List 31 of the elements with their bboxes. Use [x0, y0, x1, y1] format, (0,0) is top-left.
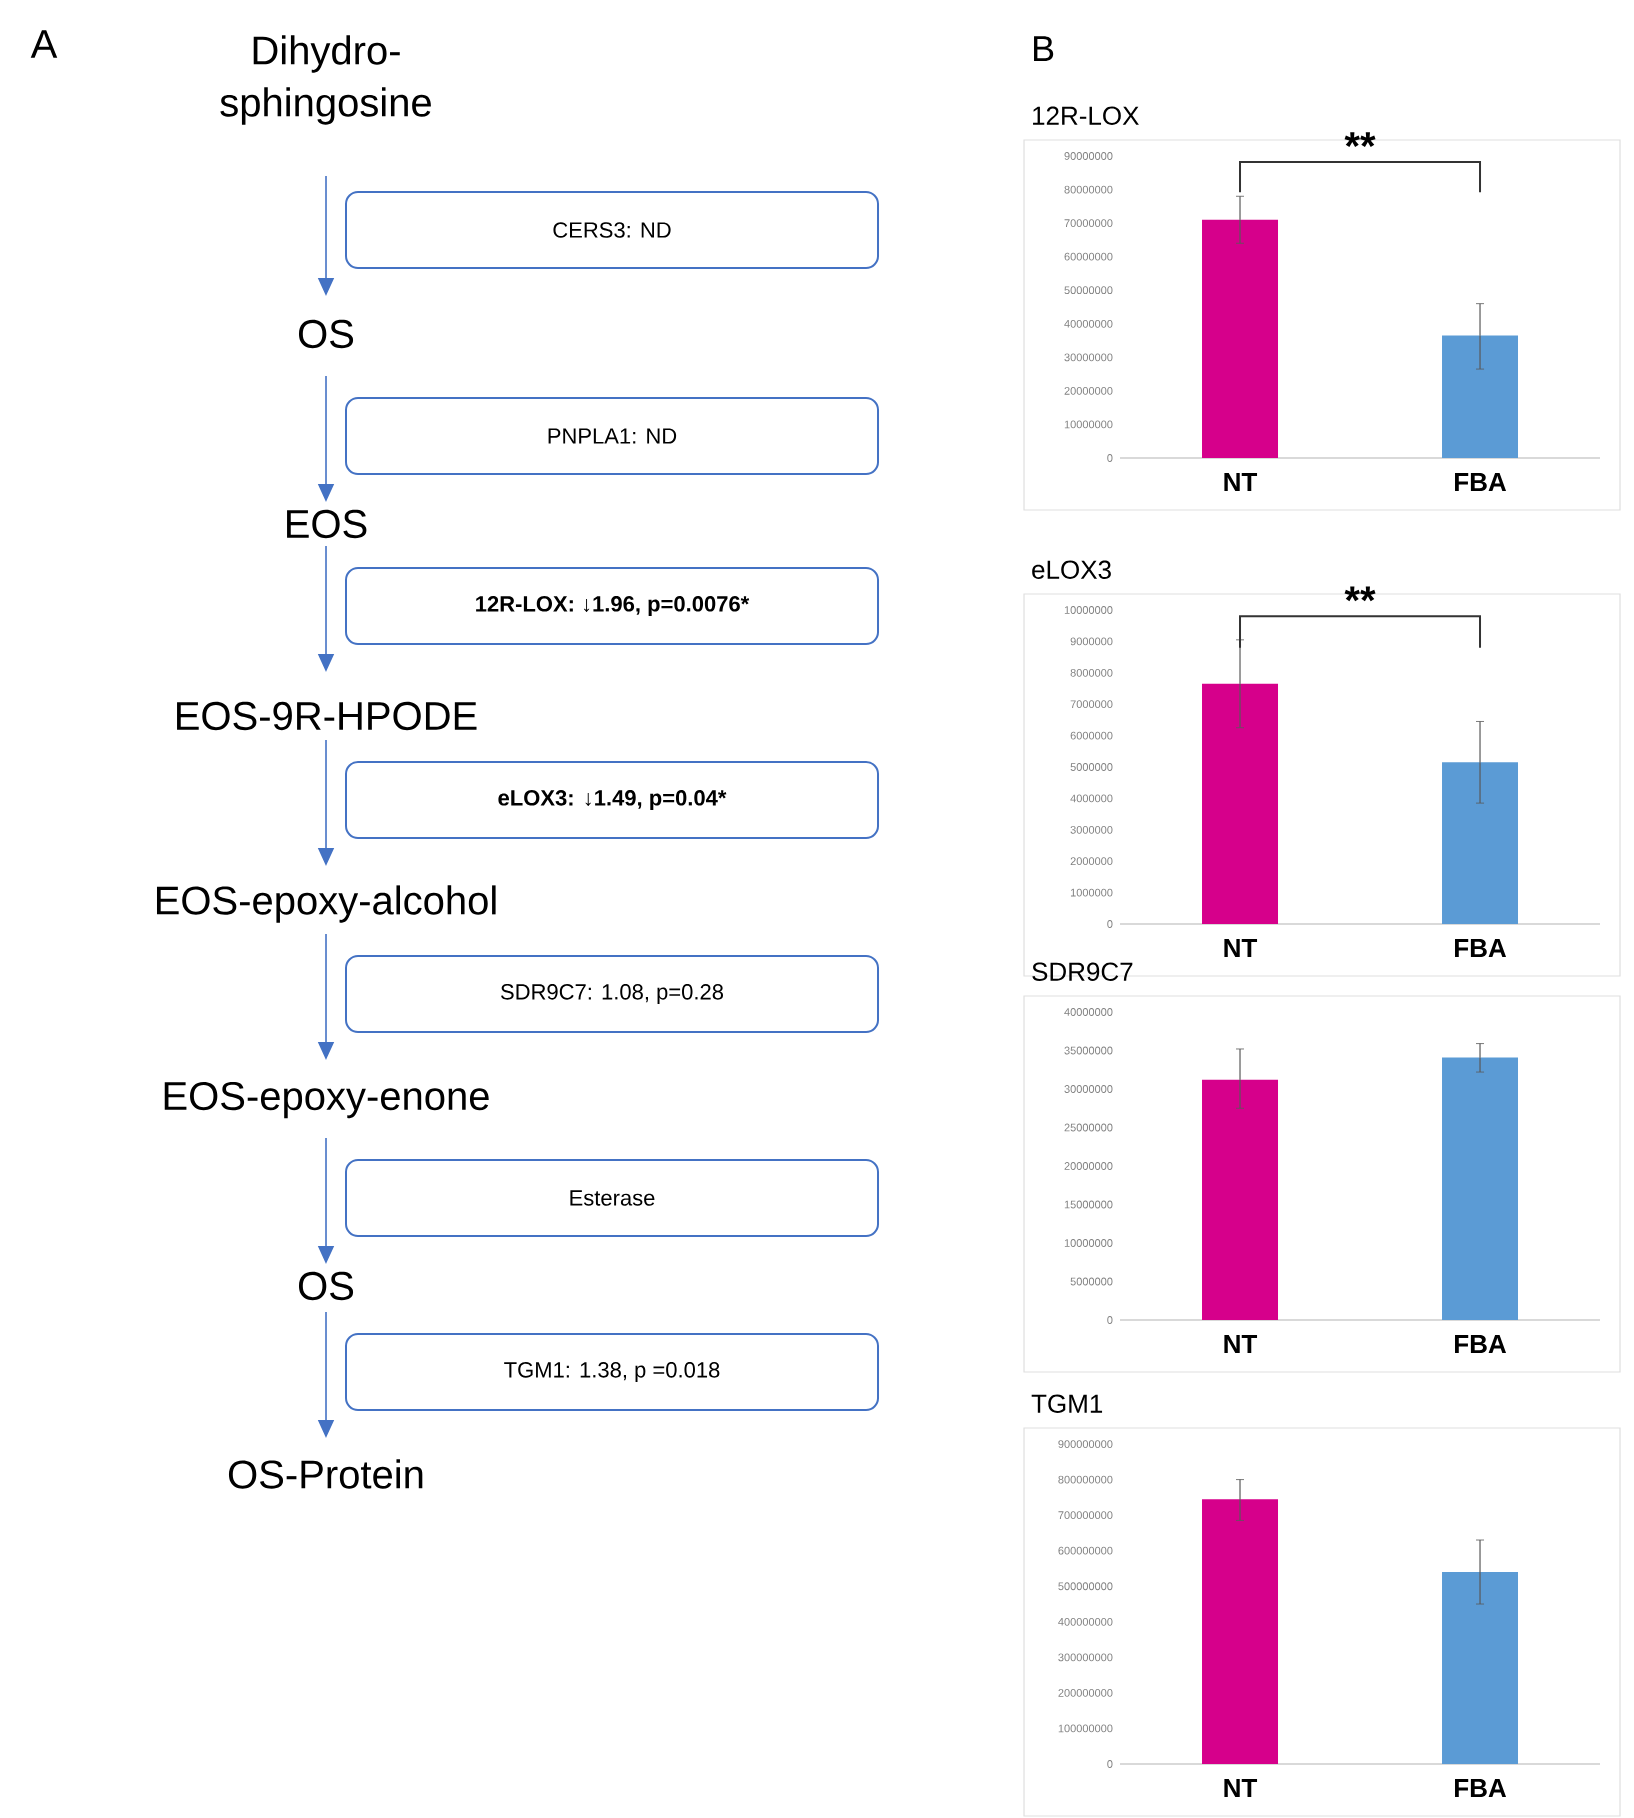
text: OS	[298, 319, 354, 349]
x-tick-label: NT	[1224, 1335, 1258, 1353]
text: Dihydro-sphingosine	[220, 35, 431, 125]
x-tick-label: FBA	[1455, 939, 1507, 957]
text: **	[1344, 586, 1376, 602]
text: PNPLA1: ND	[548, 428, 677, 444]
chart-title: SDR9C7	[1032, 962, 1133, 981]
text: EOS-epoxy-alcohol	[156, 885, 496, 923]
text: **	[1344, 132, 1376, 148]
text: A	[30, 30, 58, 58]
chart-title: eLOX3	[1032, 560, 1111, 579]
x-tick-label: FBA	[1455, 473, 1507, 491]
text: EOS	[287, 509, 367, 539]
text: eLOX3: ↓1.49, p=0.04*	[498, 790, 727, 810]
text: OS-Protein	[228, 1459, 423, 1489]
x-tick-label: FBA	[1455, 1335, 1507, 1353]
text: B	[1034, 36, 1054, 62]
x-tick-label: FBA	[1455, 1779, 1507, 1797]
text: OS	[298, 1271, 354, 1301]
x-tick-label: NT	[1224, 1779, 1258, 1797]
text: 12R-LOX: ↓1.96, p=0.0076*	[476, 596, 750, 616]
text: CERS3: ND	[553, 222, 671, 238]
text: EOS-epoxy-enone	[164, 1081, 489, 1119]
text: SDR9C7: 1.08, p=0.28	[501, 984, 724, 1004]
chart-title: 12R-LOX	[1033, 106, 1139, 125]
chart-title: TGM1	[1031, 1394, 1103, 1413]
text: TGM1: 1.38, p =0.018	[504, 1362, 720, 1382]
text: Esterase	[570, 1190, 655, 1206]
x-tick-label: NT	[1224, 939, 1258, 957]
x-tick-label: NT	[1224, 473, 1258, 491]
text: EOS-9R-HPODE	[177, 701, 477, 731]
